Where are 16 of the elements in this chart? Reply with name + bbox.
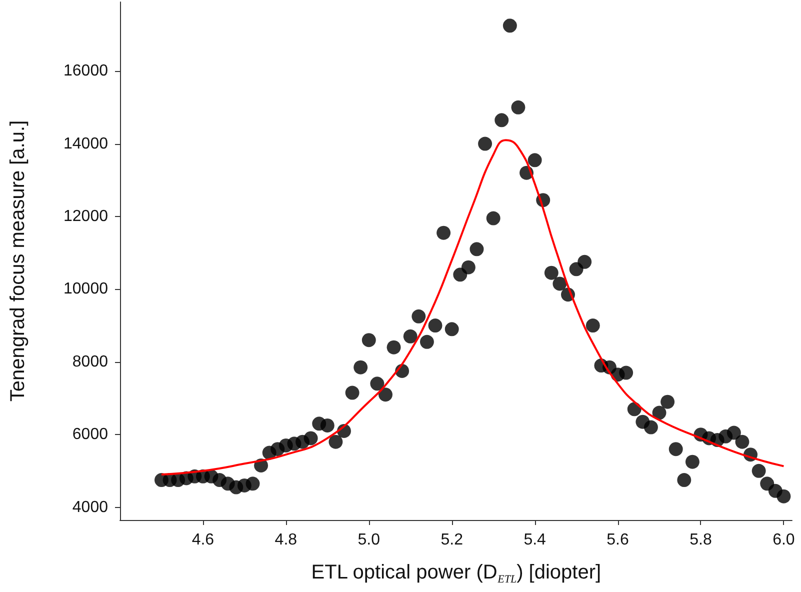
x-tick-label: 5.0 [358,532,380,548]
y-tick-label: 16000 [64,62,108,80]
y-tick-label: 12000 [64,208,108,225]
y-tick-label: 8000 [72,353,108,370]
x-tick-label: 5.8 [690,532,712,548]
x-tick-label: 5.2 [440,532,464,548]
x-tick-label: 6.0 [772,532,795,548]
y-tick-label: 10000 [64,280,108,298]
y-tick-label: 4000 [72,498,108,516]
x-tick-label: 4.8 [274,532,298,548]
x-tick-label: 5.6 [606,532,629,548]
y-tick-label: 14000 [64,135,108,152]
y-axis-title: Tenengrad focus measure [a.u.] [7,120,29,402]
x-tick-label: 4.6 [192,532,214,548]
y-tick-label: 6000 [72,426,108,444]
x-tick-label: 5.4 [524,532,546,548]
